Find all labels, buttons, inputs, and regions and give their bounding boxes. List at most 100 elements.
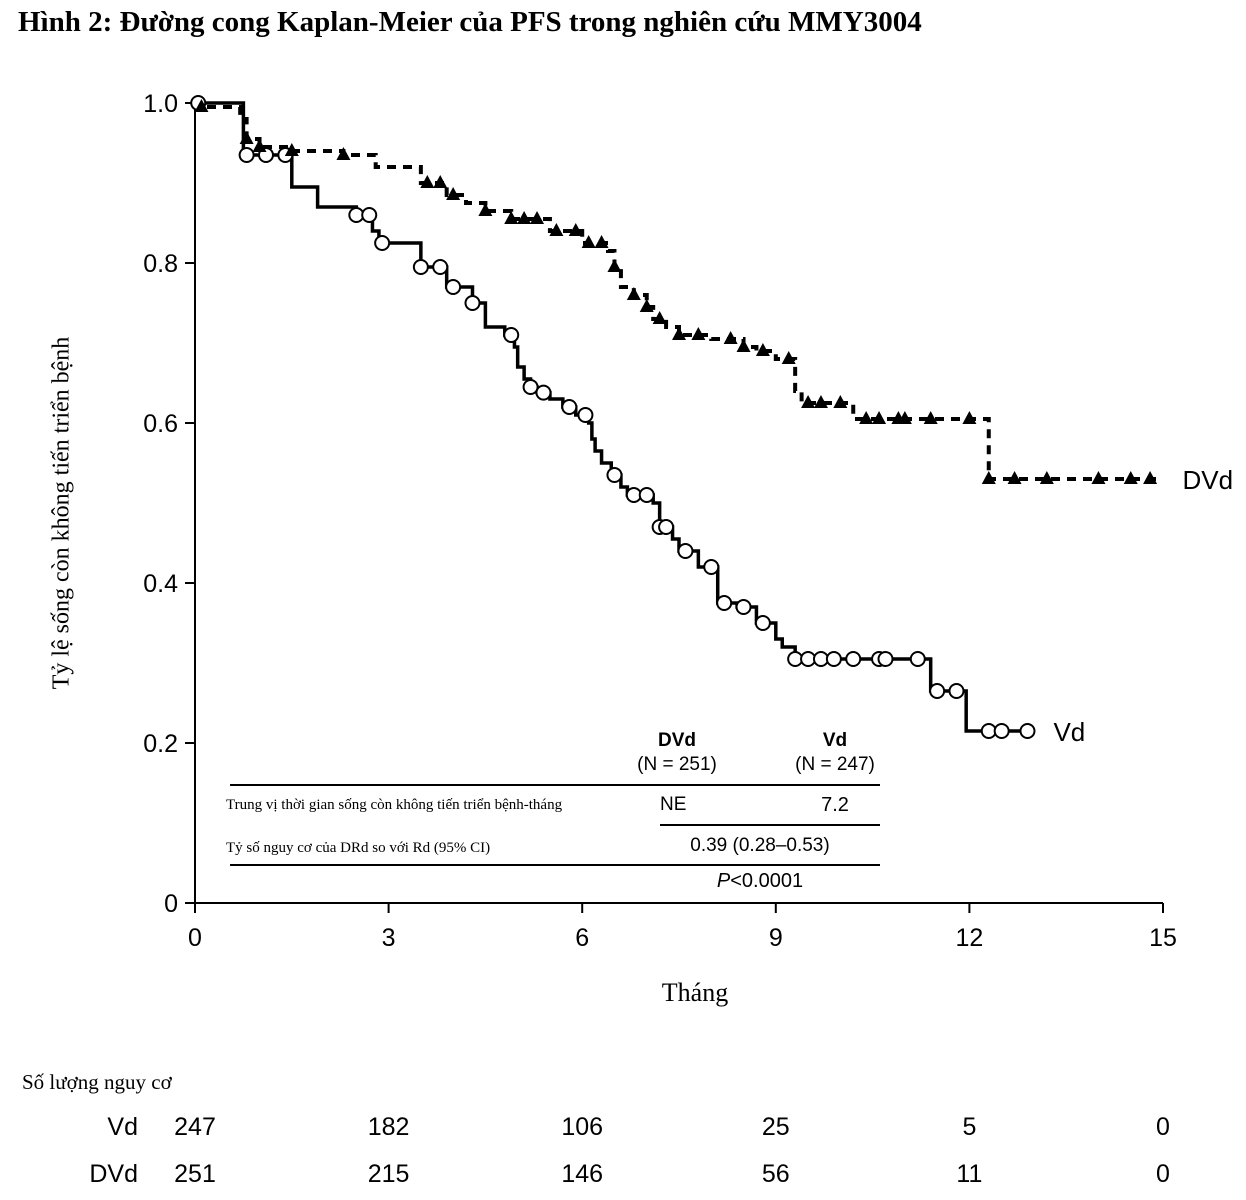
censor-marker-dvd [962, 411, 977, 424]
censor-marker-vd [677, 543, 694, 559]
y-tick-label: 0 [164, 890, 178, 918]
y-tick-label: 0.8 [143, 250, 178, 278]
censor-marker-vd [948, 683, 965, 699]
censor-marker-dvd [801, 395, 816, 408]
censor-marker-vd [909, 651, 926, 667]
annot-p-value: P<0.0001 [670, 870, 850, 893]
annot-p-letter: P [716, 870, 731, 892]
risk-table-title: Số lượng nguy cơ [22, 1070, 172, 1094]
x-tick-label: 9 [769, 924, 783, 952]
censor-marker-dvd [530, 211, 545, 224]
censor-marker-dvd [672, 327, 686, 340]
censor-marker-vd [348, 207, 365, 223]
risk-cell: 106 [561, 1113, 604, 1141]
censor-marker-dvd [736, 339, 751, 352]
censor-marker-dvd [1039, 471, 1054, 484]
annot-col-vd-n: (N = 247) [795, 754, 875, 775]
censor-marker-dvd [723, 331, 738, 344]
censor-marker-vd [625, 487, 642, 503]
y-axis-label: Tỷ lệ sống còn không tiến triển bệnh [48, 336, 75, 690]
censor-marker-dvd [813, 395, 828, 408]
censor-marker-vd [703, 559, 720, 575]
risk-cell: 11 [956, 1160, 983, 1188]
annot-row2-label: Tỷ số nguy cơ của DRd so với Rd (95% CI) [226, 840, 491, 856]
annot-row1-dvd: NE [660, 794, 687, 815]
x-tick-label: 12 [955, 924, 983, 952]
censor-marker-vd [658, 519, 675, 535]
censor-marker-vd [535, 384, 552, 401]
curve-dvd [195, 101, 1157, 481]
censor-marker-vd [825, 651, 842, 667]
censor-marker-dvd [691, 327, 706, 340]
risk-cell: 25 [761, 1113, 790, 1141]
censor-marker-dvd [1123, 471, 1138, 484]
censor-marker-dvd [607, 259, 622, 272]
censor-marker-dvd [859, 411, 874, 424]
censor-marker-dvd [639, 299, 654, 312]
annot-row1-vd: 7.2 [821, 794, 849, 816]
censor-marker-dvd [252, 139, 267, 152]
censor-marker-vd [754, 615, 771, 631]
censor-marker-vd [464, 295, 481, 311]
censor-marker-dvd [433, 175, 448, 188]
censor-marker-dvd [478, 203, 493, 216]
censor-marker-vd [374, 235, 391, 251]
x-tick-label: 3 [382, 924, 396, 952]
risk-cell: 215 [367, 1160, 410, 1188]
risk-row-label: DVd [89, 1160, 138, 1188]
censor-marker-dvd [194, 99, 209, 112]
censor-marker-vd [361, 207, 378, 223]
censor-marker-dvd [581, 235, 596, 248]
censor-marker-vd [412, 259, 429, 275]
censor-marker-vd [522, 379, 539, 395]
censor-marker-dvd [833, 395, 848, 408]
censor-marker-vd [735, 599, 752, 615]
risk-row-label: Vd [107, 1113, 138, 1141]
x-tick-label: 6 [575, 924, 589, 952]
censor-marker-dvd [239, 131, 254, 144]
censor-marker-dvd [781, 351, 796, 364]
censor-marker-vd [503, 327, 520, 343]
censor-markers [190, 95, 1158, 739]
annot-p-rest: <0.0001 [730, 870, 804, 892]
censor-marker-dvd [284, 143, 299, 156]
censor-marker-dvd [897, 411, 912, 424]
series-label-dvd: DVd [1183, 465, 1234, 495]
censor-marker-vd [638, 487, 655, 503]
censor-marker-vd [800, 651, 817, 667]
tick-marks [185, 102, 1164, 913]
y-tick-label: 1.0 [143, 90, 178, 118]
annot-col-dvd-name: DVd [658, 730, 696, 751]
censor-marker-vd [238, 147, 255, 163]
censor-marker-vd [606, 467, 623, 483]
censor-marker-dvd [504, 211, 519, 224]
x-tick-label: 15 [1149, 924, 1177, 952]
risk-cell: 247 [174, 1113, 216, 1141]
y-tick-label: 0.2 [143, 730, 178, 758]
censor-marker-vd [787, 651, 804, 667]
censor-marker-vd [577, 407, 594, 423]
risk-cell: 146 [561, 1160, 604, 1188]
censor-marker-dvd [336, 147, 351, 160]
censor-marker-vd [1019, 723, 1036, 739]
risk-cell: 5 [962, 1113, 977, 1141]
annot-row2-value: 0.39 (0.28–0.53) [690, 835, 830, 856]
censor-marker-dvd [1007, 471, 1022, 484]
censor-marker-vd [980, 723, 997, 739]
risk-cell: 251 [174, 1160, 216, 1188]
figure-title: Hình 2: Đường cong Kaplan-Meier của PFS … [18, 6, 922, 38]
censor-marker-vd [993, 723, 1010, 739]
risk-cell: 56 [761, 1160, 790, 1188]
censor-marker-vd [716, 595, 733, 611]
annot-row1-label: Trung vị thời gian sống còn không tiến t… [226, 797, 563, 813]
risk-cell: 182 [367, 1113, 410, 1141]
censor-marker-dvd [1091, 471, 1106, 484]
censor-marker-vd [812, 651, 829, 667]
censor-marker-dvd [755, 343, 770, 356]
censor-marker-dvd [549, 223, 564, 236]
censor-marker-vd [432, 259, 449, 275]
censor-marker-dvd [446, 187, 461, 200]
y-axis-label-wrap: Tỷ lệ sống còn không tiến triển bệnh [42, 248, 82, 778]
y-tick-label: 0.4 [143, 570, 178, 598]
